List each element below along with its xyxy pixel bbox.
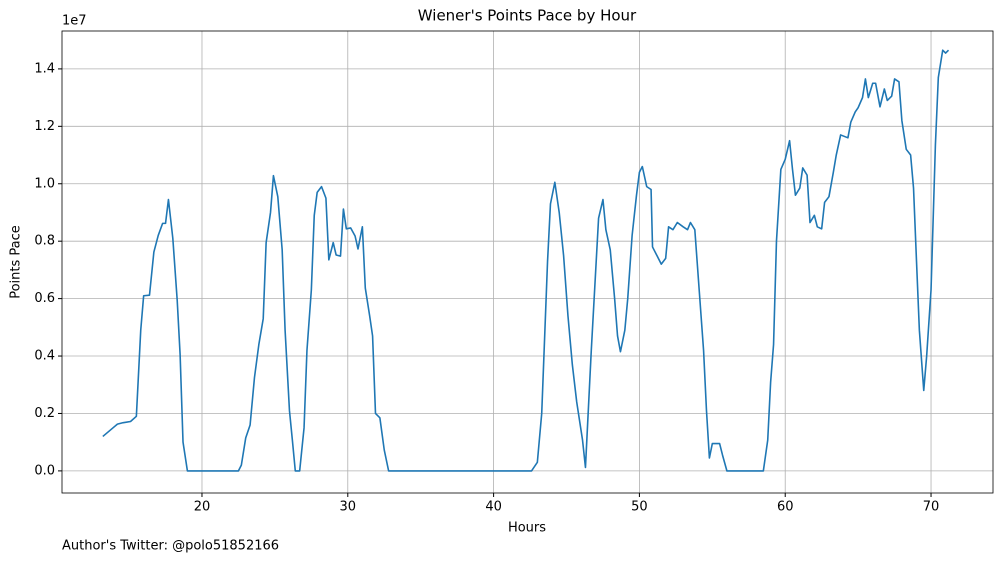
footnote: Author's Twitter: @polo51852166	[62, 539, 279, 554]
y-tick-label: 0.4	[34, 349, 55, 364]
y-tick-label: 1.4	[34, 61, 55, 76]
data-line	[102, 49, 950, 472]
y-tick-label: 0.2	[34, 406, 55, 421]
y-tick-label: 0.0	[34, 463, 55, 478]
plot-frame	[61, 30, 994, 494]
chart-title: Wiener's Points Pace by Hour	[418, 7, 637, 25]
x-tick-label: 40	[485, 500, 502, 515]
y-tick-label: 1.0	[34, 176, 55, 191]
y-offset-label: 1e7	[62, 14, 87, 29]
x-tick-label: 50	[631, 500, 648, 515]
y-axis-label: Points Pace	[9, 225, 24, 299]
x-tick-label: 70	[923, 500, 940, 515]
y-tick-label: 0.6	[34, 291, 55, 306]
x-tick-label: 20	[194, 500, 211, 515]
x-tick-label: 30	[340, 500, 357, 515]
y-tick-label: 1.2	[34, 119, 55, 134]
x-tick-label: 60	[777, 500, 794, 515]
y-tick-label: 0.8	[34, 234, 55, 249]
x-axis-label: Hours	[508, 521, 546, 536]
